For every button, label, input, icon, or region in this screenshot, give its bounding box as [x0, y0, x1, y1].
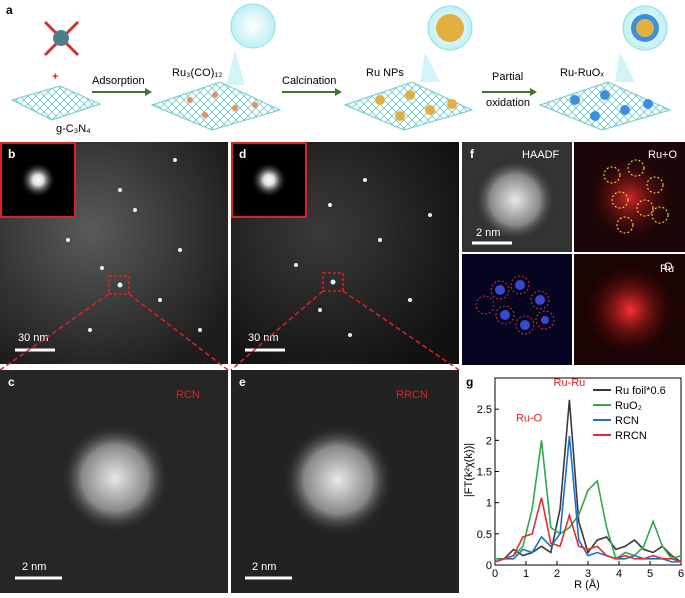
scale-bar-label: 2 nm	[22, 561, 46, 573]
step-label: Adsorption	[92, 75, 145, 87]
sheet	[343, 81, 474, 131]
sheet	[538, 81, 672, 131]
series-line	[494, 399, 682, 563]
panel-label: c	[8, 375, 15, 389]
sheet	[150, 81, 282, 131]
series-line	[494, 497, 682, 563]
step-label: Partial	[492, 71, 523, 83]
panel-d: 30 nm d	[231, 142, 459, 364]
scheme: a + g-C₃N₄ Adsorption Ru₃(CO)₁₂ Calcinat…	[6, 3, 672, 135]
panel-label: f	[470, 147, 475, 161]
panel-c: 2 nm c RCN	[0, 370, 228, 593]
panel-label: d	[239, 147, 246, 161]
nps-label: Ru NPs	[366, 67, 404, 79]
y-tick-label: 2.5	[477, 404, 492, 416]
y-tick-label: 1	[486, 498, 492, 510]
map-label: Ru	[660, 263, 674, 275]
panel-label: e	[239, 375, 246, 389]
annotation: Ru-O	[516, 413, 543, 425]
panel-g: g R (Å) |FT(k²χ(k))| 0 1 2 3 4 5 6 0 0.5 1 1.5 2 2.5…	[463, 375, 684, 591]
legend-label: RuO₂	[615, 400, 642, 412]
plus: +	[52, 71, 58, 83]
legend-label: RCN	[615, 415, 639, 427]
panel-label: a	[6, 3, 13, 17]
sample-label: RRCN	[396, 389, 428, 401]
panel-e: 2 nm e RRCN	[231, 370, 459, 593]
x-tick-label: 6	[678, 568, 684, 580]
x-tick-label: 4	[616, 568, 622, 580]
x-axis-label: R (Å)	[574, 578, 600, 591]
y-tick-label: 0	[486, 560, 492, 572]
map-label: O	[664, 261, 673, 273]
sample-label: RCN	[176, 389, 200, 401]
sheet	[10, 85, 102, 121]
scale-bar-label: 30 nm	[18, 332, 49, 344]
series-line	[494, 435, 681, 563]
map-label: HAADF	[522, 149, 560, 161]
x-tick-label: 2	[554, 568, 560, 580]
molecule	[43, 20, 80, 57]
y-tick-label: 2	[486, 435, 492, 447]
map-label: Ru+O	[648, 149, 677, 161]
precursor-label: Ru₃(CO)₁₂	[172, 67, 222, 79]
x-tick-label: 5	[647, 568, 653, 580]
legend-label: RRCN	[615, 430, 647, 442]
x-tick-label: 3	[585, 568, 591, 580]
panel-label: b	[8, 147, 15, 161]
step-label: oxidation	[486, 97, 530, 109]
panel-f: 2 nm f HAADF Ru+O O Ru	[462, 142, 685, 365]
x-tick-label: 0	[492, 568, 498, 580]
y-tick-label: 0.5	[477, 529, 492, 541]
series-line	[495, 440, 682, 561]
step-label: Calcination	[282, 75, 336, 87]
panel-label: g	[466, 375, 473, 389]
support-label: g-C₃N₄	[56, 123, 91, 135]
annotation: Ru-Ru	[554, 377, 586, 389]
x-tick-label: 1	[523, 568, 529, 580]
legend-label: Ru foil*0.6	[615, 385, 666, 397]
scale-bar-label: 2 nm	[252, 561, 276, 573]
y-tick-label: 1.5	[477, 467, 492, 479]
product-label: Ru-RuOₓ	[560, 67, 604, 79]
scale-bar-label: 2 nm	[476, 227, 500, 239]
panel-b: 30 nm b	[0, 142, 228, 364]
y-axis-label: |FT(k²χ(k))|	[463, 443, 475, 497]
